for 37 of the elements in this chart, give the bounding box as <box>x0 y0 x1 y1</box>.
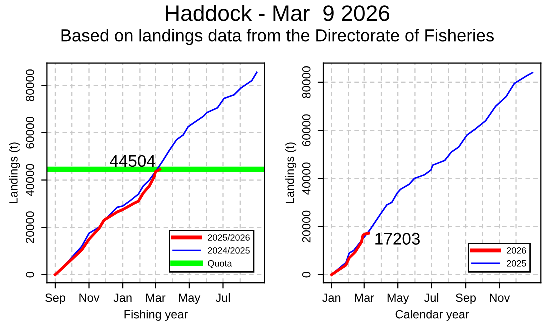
x-tick-label: Nov <box>80 294 100 302</box>
line-series <box>54 168 162 276</box>
line-series <box>330 232 370 276</box>
x-tick-label: May <box>388 294 410 304</box>
legend-label: 2025 <box>507 260 526 267</box>
chart-title: Haddock - Mar 9 2026 <box>166 4 390 22</box>
annotation: 44504 <box>110 155 156 168</box>
y-axis-title: Landings (t) <box>9 142 20 204</box>
x-tick-label: Jul <box>424 293 439 302</box>
legend-label: Quota <box>208 260 232 268</box>
y-tick-label: 80000 <box>26 70 34 102</box>
y-tick-label: 0 <box>26 272 34 278</box>
annotation: 17203 <box>376 233 420 245</box>
legend-label: 2024/2025 <box>208 247 250 254</box>
y-tick-label: 80000 <box>302 66 311 98</box>
y-axis-title: Landings (t) <box>286 142 297 204</box>
y-tick-label: 20000 <box>302 210 311 243</box>
x-tick-label: Jul <box>216 293 230 302</box>
x-tick-label: Sep <box>46 294 66 304</box>
chart-subtitle: Based on landings data from the Directorate of Fisheries <box>62 29 494 46</box>
x-axis-title: Fishing year <box>124 310 188 322</box>
y-tick-label: 40000 <box>26 164 34 196</box>
x-tick-label: Jan <box>114 294 132 302</box>
legend-label: 2026 <box>507 248 526 254</box>
x-tick-label: Mar <box>146 294 166 302</box>
x-tick-label: Sep <box>456 294 476 304</box>
y-tick-label: 60000 <box>26 116 34 149</box>
x-axis-title: Calendar year <box>396 310 470 322</box>
x-tick-label: May <box>179 294 201 304</box>
y-tick-label: 0 <box>302 272 311 278</box>
x-tick-label: Mar <box>355 294 374 302</box>
legend-label: 2025/2026 <box>208 234 250 241</box>
y-tick-label: 60000 <box>302 114 311 146</box>
x-tick-label: Nov <box>490 294 510 302</box>
y-tick-label: 40000 <box>302 162 311 195</box>
y-tick-label: 20000 <box>26 212 34 244</box>
x-tick-label: Jan <box>322 294 341 302</box>
